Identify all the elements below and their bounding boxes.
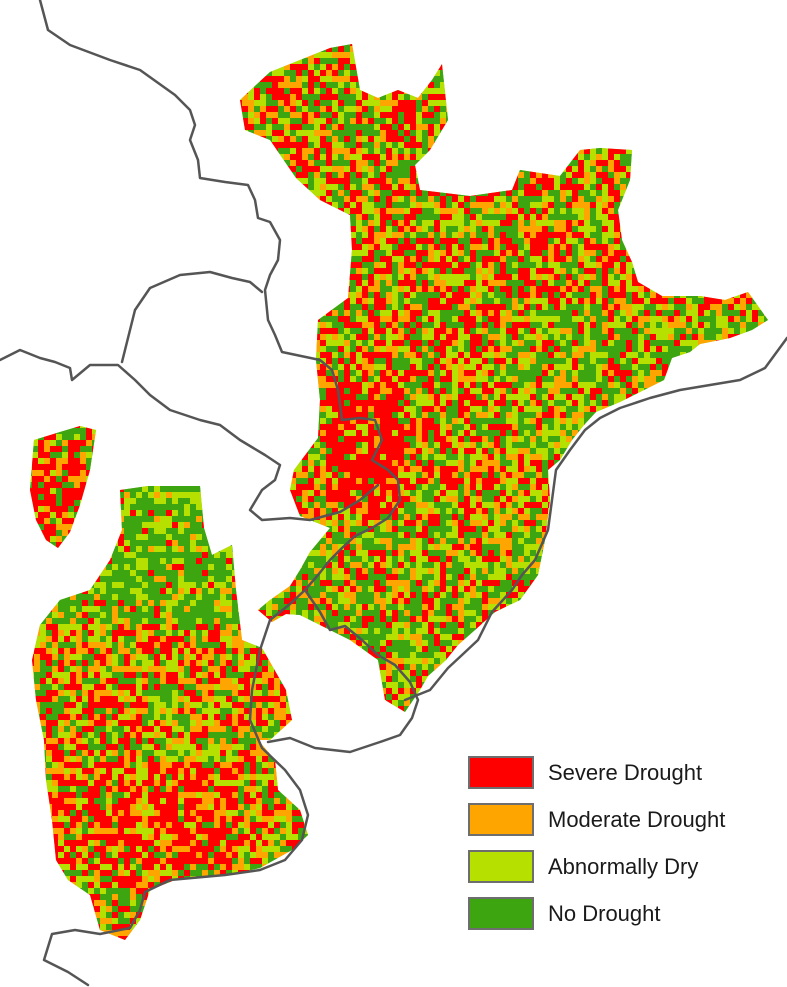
legend: Severe Drought Moderate Drought Abnormal… — [468, 749, 768, 937]
legend-label-none: No Drought — [548, 900, 661, 926]
drought-region-south — [32, 486, 308, 940]
legend-swatch-moderate — [468, 803, 534, 836]
legend-item-abnormal: Abnormally Dry — [468, 843, 768, 890]
legend-label-severe: Severe Drought — [548, 759, 703, 785]
legend-swatch-abnormal — [468, 850, 534, 883]
drought-region-island — [30, 426, 96, 548]
border-line — [42, 416, 402, 987]
legend-item-none: No Drought — [468, 890, 768, 937]
border-line — [0, 348, 380, 522]
legend-swatch-none — [468, 897, 534, 930]
legend-item-severe: Severe Drought — [468, 749, 768, 796]
legend-label-abnormal: Abnormally Dry — [548, 853, 699, 879]
border-line — [403, 336, 787, 702]
legend-label-moderate: Moderate Drought — [548, 806, 726, 832]
legend-item-moderate: Moderate Drought — [468, 796, 768, 843]
border-line — [266, 588, 420, 754]
drought-region-northeast — [240, 44, 768, 712]
legend-swatch-severe — [468, 756, 534, 789]
border-line — [38, 0, 344, 422]
border-line — [120, 270, 264, 364]
